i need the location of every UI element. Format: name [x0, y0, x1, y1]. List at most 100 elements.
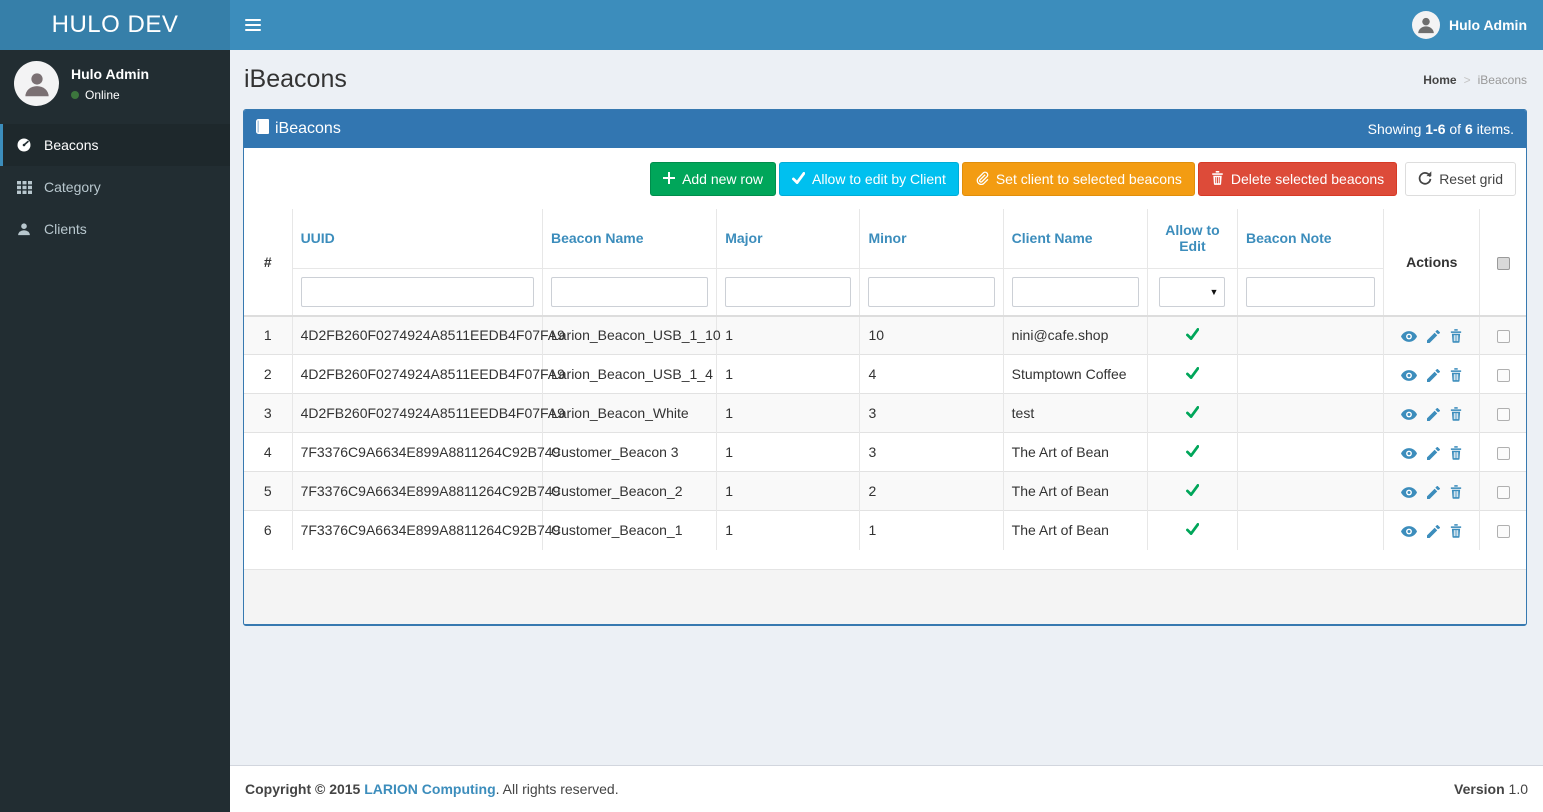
row-allow-to-edit	[1147, 511, 1237, 550]
online-status-icon	[71, 91, 79, 99]
view-action-icon[interactable]	[1401, 370, 1417, 381]
row-checkbox[interactable]	[1497, 486, 1510, 499]
edit-action-icon[interactable]	[1427, 525, 1440, 538]
edit-action-icon[interactable]	[1427, 447, 1440, 460]
sidebar-item-label: Beacons	[44, 137, 98, 153]
row-beacon-note	[1238, 511, 1384, 550]
view-action-icon[interactable]	[1401, 331, 1417, 342]
row-beacon-note	[1238, 316, 1384, 355]
row-major: 1	[717, 355, 860, 394]
column-header-checkbox	[1480, 209, 1526, 316]
view-action-icon[interactable]	[1401, 448, 1417, 459]
column-header-client-name[interactable]: Client Name	[1003, 209, 1147, 268]
row-checkbox[interactable]	[1497, 525, 1510, 538]
delete-action-icon[interactable]	[1450, 329, 1462, 343]
column-header-uuid[interactable]: UUID	[292, 209, 542, 268]
select-all-checkbox[interactable]	[1497, 257, 1510, 270]
reset-grid-button[interactable]: Reset grid	[1405, 162, 1516, 196]
navbar: Hulo Admin	[230, 0, 1543, 50]
row-allow-to-edit	[1147, 472, 1237, 511]
allow-edit-by-client-button[interactable]: Allow to edit by Client	[779, 162, 959, 196]
company-link[interactable]: LARION Computing	[364, 781, 495, 797]
sidebar-toggle-icon[interactable]	[230, 0, 275, 50]
row-minor: 10	[860, 316, 1003, 355]
uuid-filter-input[interactable]	[301, 277, 534, 307]
view-action-icon[interactable]	[1401, 487, 1417, 498]
row-uuid: 4D2FB260F0274924A8511EEDB4F07FA9	[292, 355, 542, 394]
row-major: 1	[717, 316, 860, 355]
row-minor: 3	[860, 394, 1003, 433]
content-header: iBeacons Home > iBeacons	[230, 50, 1543, 108]
filter-cell-minor	[860, 268, 1003, 316]
check-icon	[1186, 445, 1199, 457]
caret-down-icon: ▼	[1210, 287, 1219, 297]
column-header-major[interactable]: Major	[717, 209, 860, 268]
delete-action-icon[interactable]	[1450, 485, 1462, 499]
row-uuid: 7F3376C9A6634E899A8811264C92B749	[292, 433, 542, 472]
user-menu[interactable]: Hulo Admin	[1396, 0, 1543, 50]
edit-action-icon[interactable]	[1427, 408, 1440, 421]
beacon-note-filter-input[interactable]	[1246, 277, 1375, 307]
view-action-icon[interactable]	[1401, 409, 1417, 420]
column-header-beacon-name[interactable]: Beacon Name	[542, 209, 716, 268]
delete-action-icon[interactable]	[1450, 446, 1462, 460]
row-checkbox[interactable]	[1497, 447, 1510, 460]
panel-heading: iBeacons Showing 1-6 of 6 items.	[244, 110, 1526, 148]
view-action-icon[interactable]	[1401, 526, 1417, 537]
user-menu-label: Hulo Admin	[1449, 17, 1527, 33]
row-beacon-name: Larion_Beacon_USB_1_4	[542, 355, 716, 394]
filter-cell-beacon-note	[1238, 268, 1384, 316]
row-checkbox[interactable]	[1497, 330, 1510, 343]
sidebar-user-name: Hulo Admin	[71, 66, 149, 82]
sidebar-item-beacons[interactable]: Beacons	[0, 124, 230, 166]
client-name-filter-input[interactable]	[1012, 277, 1139, 307]
set-client-button[interactable]: Set client to selected beacons	[962, 162, 1195, 196]
row-checkbox[interactable]	[1497, 369, 1510, 382]
column-header-minor[interactable]: Minor	[860, 209, 1003, 268]
delete-action-icon[interactable]	[1450, 368, 1462, 382]
sidebar-item-category[interactable]: Category	[0, 166, 230, 208]
version-text: Version 1.0	[1454, 781, 1528, 797]
dashboard-icon	[15, 137, 33, 153]
edit-action-icon[interactable]	[1427, 330, 1440, 343]
minor-filter-input[interactable]	[868, 277, 994, 307]
major-filter-input[interactable]	[725, 277, 851, 307]
panel-footer	[244, 569, 1526, 624]
row-index: 6	[244, 511, 292, 550]
row-beacon-name: Larion_Beacon_USB_1_10	[542, 316, 716, 355]
column-header-actions: Actions	[1384, 209, 1480, 316]
row-index: 4	[244, 433, 292, 472]
row-allow-to-edit	[1147, 433, 1237, 472]
row-actions	[1384, 355, 1480, 394]
edit-action-icon[interactable]	[1427, 486, 1440, 499]
row-client-name: test	[1003, 394, 1147, 433]
breadcrumb: Home > iBeacons	[1423, 73, 1527, 87]
table-row: 4 7F3376C9A6634E899A8811264C92B749 Custo…	[244, 433, 1526, 472]
row-checkbox-cell	[1480, 472, 1526, 511]
column-header-beacon-note[interactable]: Beacon Note	[1238, 209, 1384, 268]
row-checkbox-cell	[1480, 355, 1526, 394]
row-minor: 2	[860, 472, 1003, 511]
row-minor: 1	[860, 511, 1003, 550]
beacon-name-filter-input[interactable]	[551, 277, 708, 307]
sidebar-item-clients[interactable]: Clients	[0, 208, 230, 250]
delete-action-icon[interactable]	[1450, 524, 1462, 538]
edit-action-icon[interactable]	[1427, 369, 1440, 382]
grid-toolbar: Add new row Allow to edit by Client Set …	[244, 148, 1526, 209]
row-index: 2	[244, 355, 292, 394]
breadcrumb-home-link[interactable]: Home	[1423, 73, 1456, 87]
plus-icon	[663, 171, 675, 187]
row-client-name: Stumptown Coffee	[1003, 355, 1147, 394]
brand-logo[interactable]: HULO DEV	[0, 0, 230, 50]
row-checkbox-cell	[1480, 394, 1526, 433]
check-icon	[792, 171, 805, 187]
add-new-row-button[interactable]: Add new row	[650, 162, 776, 196]
row-checkbox[interactable]	[1497, 408, 1510, 421]
allow-to-edit-filter-select[interactable]: ▼	[1159, 277, 1225, 307]
panel-title: iBeacons	[256, 119, 341, 139]
delete-selected-button[interactable]: Delete selected beacons	[1198, 162, 1397, 196]
page-title: iBeacons	[244, 65, 347, 94]
breadcrumb-separator: >	[1464, 73, 1471, 87]
column-header-allow-to-edit[interactable]: Allow to Edit	[1147, 209, 1237, 268]
delete-action-icon[interactable]	[1450, 407, 1462, 421]
